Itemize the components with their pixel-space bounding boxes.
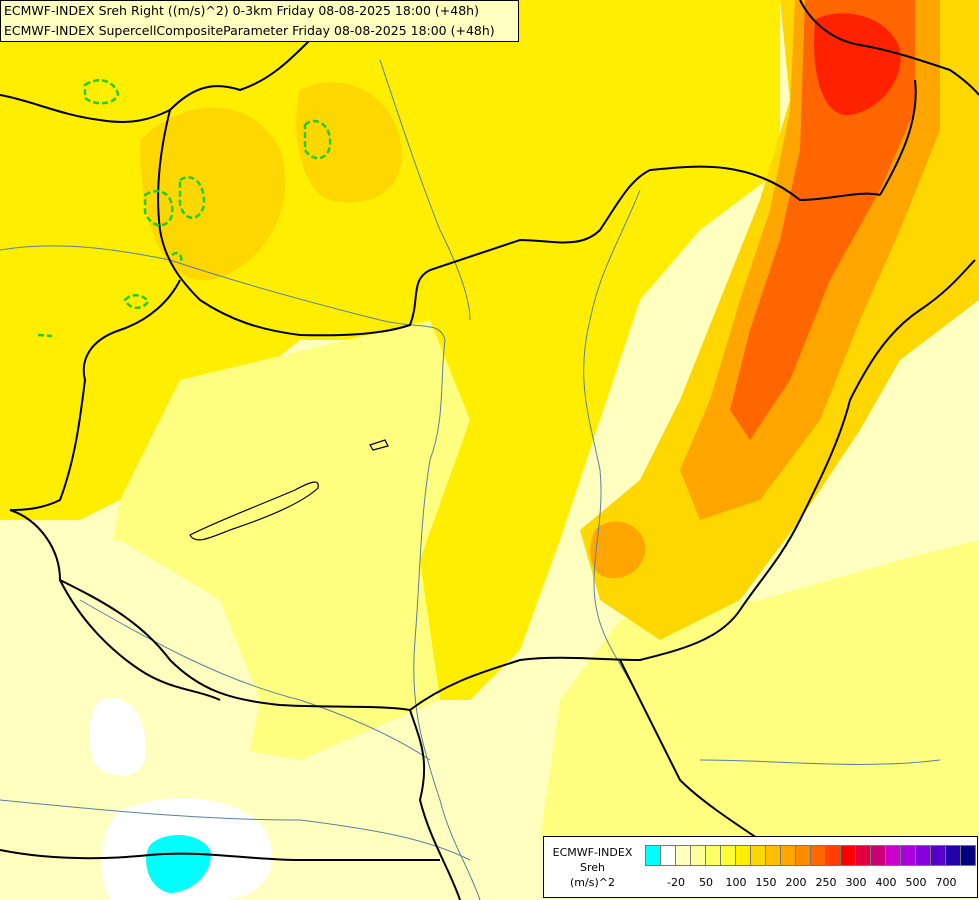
river-danube-upper (0, 245, 446, 341)
title-line-sreh: ECMWF-INDEX Sreh Right ((m/s)^2) 0-3km F… (4, 3, 479, 18)
border-croatia (59, 579, 461, 900)
legend-swatch (765, 845, 781, 866)
legend-swatches (645, 845, 976, 866)
red-core-north (814, 13, 901, 116)
lake-small-center (369, 439, 389, 451)
legend-tick-label: 500 (905, 876, 927, 889)
scp-contour-2 (303, 119, 332, 160)
legend-swatch (750, 845, 766, 866)
legend-swatch (945, 845, 961, 866)
scp-contour-3 (143, 189, 174, 227)
legend-swatch (900, 845, 916, 866)
river-north (379, 59, 471, 321)
scp-contour-1 (83, 79, 120, 105)
white-patch-south (88, 698, 146, 776)
border-northeast (799, 0, 979, 196)
legend-swatch (660, 845, 676, 866)
legend-tick-label: 400 (875, 876, 897, 889)
border-croatia-bosnia (0, 849, 440, 862)
legend-swatch (720, 845, 736, 866)
lakes (189, 439, 389, 541)
legend-swatch (870, 845, 886, 866)
legend-tick-label: -20 (667, 876, 685, 889)
orange-spot-south (590, 521, 646, 579)
legend-swatch (915, 845, 931, 866)
river-drava (79, 599, 431, 761)
scp-contour-6 (37, 333, 53, 338)
legend-tick-label: 300 (845, 876, 867, 889)
river-network (0, 59, 941, 900)
border-hungary-south (9, 259, 976, 712)
scp-contour-7 (171, 251, 183, 265)
legend-tick-label: 250 (815, 876, 837, 889)
legend-swatch (645, 845, 661, 866)
legend-swatch (810, 845, 826, 866)
gold-patch-north (296, 82, 402, 203)
title-line-scp: ECMWF-INDEX SupercellCompositeParameter … (4, 23, 495, 38)
color-legend: ECMWF-INDEX Sreh (m/s)^2 -20 50 100 150 200 2… (543, 836, 978, 898)
legend-swatch (840, 845, 856, 866)
border-romania-serbia (619, 659, 761, 841)
river-tisza (583, 189, 641, 701)
legend-tick-label: 200 (785, 876, 807, 889)
river-danube-south (413, 339, 481, 900)
legend-swatch (825, 845, 841, 866)
legend-swatch (960, 845, 976, 866)
legend-swatch (690, 845, 706, 866)
river-east (699, 759, 941, 765)
legend-swatch (930, 845, 946, 866)
scp-contour-4 (178, 176, 206, 219)
legend-parameter: Sreh (579, 861, 605, 874)
legend-swatch (855, 845, 871, 866)
border-austria-hungary (9, 279, 181, 511)
legend-swatch (735, 845, 751, 866)
legend-unit: (m/s)^2 (570, 876, 615, 889)
map-title-box: ECMWF-INDEX Sreh Right ((m/s)^2) 0-3km F… (0, 0, 519, 42)
legend-tick-label: 150 (755, 876, 777, 889)
scp-contours (37, 79, 332, 338)
legend-swatch (675, 845, 691, 866)
legend-ticks: -20 50 100 150 200 250 300 400 500 700 (645, 876, 977, 890)
legend-swatch (795, 845, 811, 866)
gold-patch-northwest (140, 107, 286, 281)
legend-tick-label: 700 (935, 876, 957, 889)
scp-contour-5 (123, 294, 150, 309)
negative-sreh-patch (146, 834, 211, 893)
legend-swatch (705, 845, 721, 866)
border-west (157, 109, 881, 337)
legend-tick-label: 50 (699, 876, 713, 889)
legend-swatch (885, 845, 901, 866)
legend-title: ECMWF-INDEX Sreh (m/s)^2 (544, 845, 641, 890)
legend-swatch (780, 845, 796, 866)
lake-balaton (189, 481, 319, 541)
pale-zone-southeast (540, 540, 979, 840)
legend-tick-label: 100 (725, 876, 747, 889)
red-orange-core (730, 0, 915, 440)
legend-model: ECMWF-INDEX (552, 846, 633, 859)
river-sava (0, 799, 471, 861)
